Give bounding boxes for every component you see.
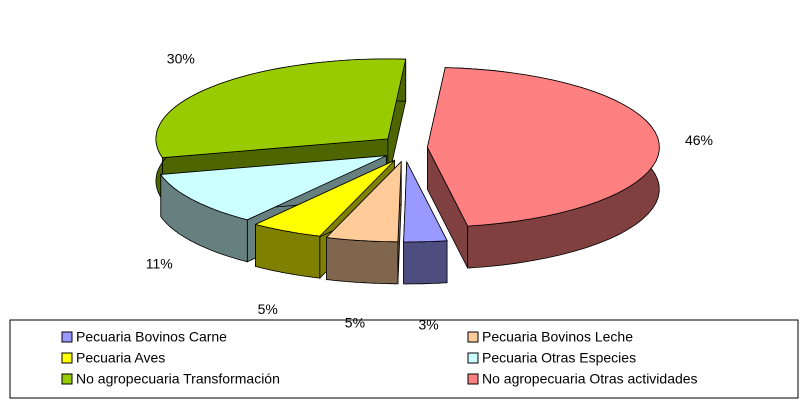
legend-label: Pecuaria Bovinos Leche [482,329,633,345]
legend-swatch [467,373,479,385]
legend-swatch [61,373,73,385]
data-label: 5% [258,301,278,317]
data-label: 30% [167,51,195,67]
slice-top [160,155,387,221]
legend-label: No agropecuaria Transformación [76,371,280,387]
data-label: 5% [345,315,365,331]
slice-wall [325,237,399,285]
legend-label: Pecuaria Bovinos Carne [76,329,227,345]
slice-wall [403,240,448,285]
slice [325,160,402,285]
legend-label: Pecuaria Otras Especies [482,350,636,366]
legend-label: Pecuaria Aves [76,350,165,366]
legend-swatch [467,352,479,364]
slice-top [403,160,448,243]
slice [426,67,660,269]
legend-box [9,319,799,399]
legend-swatch [61,352,73,364]
legend-label: No agropecuaria Otras actividades [482,371,698,387]
slice-top [155,58,407,159]
slice-top [426,67,660,227]
slice-top [325,160,402,243]
data-label: 46% [685,132,713,148]
slice [403,160,448,285]
legend-swatch [61,331,73,343]
legend-swatch [467,331,479,343]
data-label: 11% [146,256,173,272]
data-label: 3% [418,316,438,332]
slice-top [254,160,395,237]
